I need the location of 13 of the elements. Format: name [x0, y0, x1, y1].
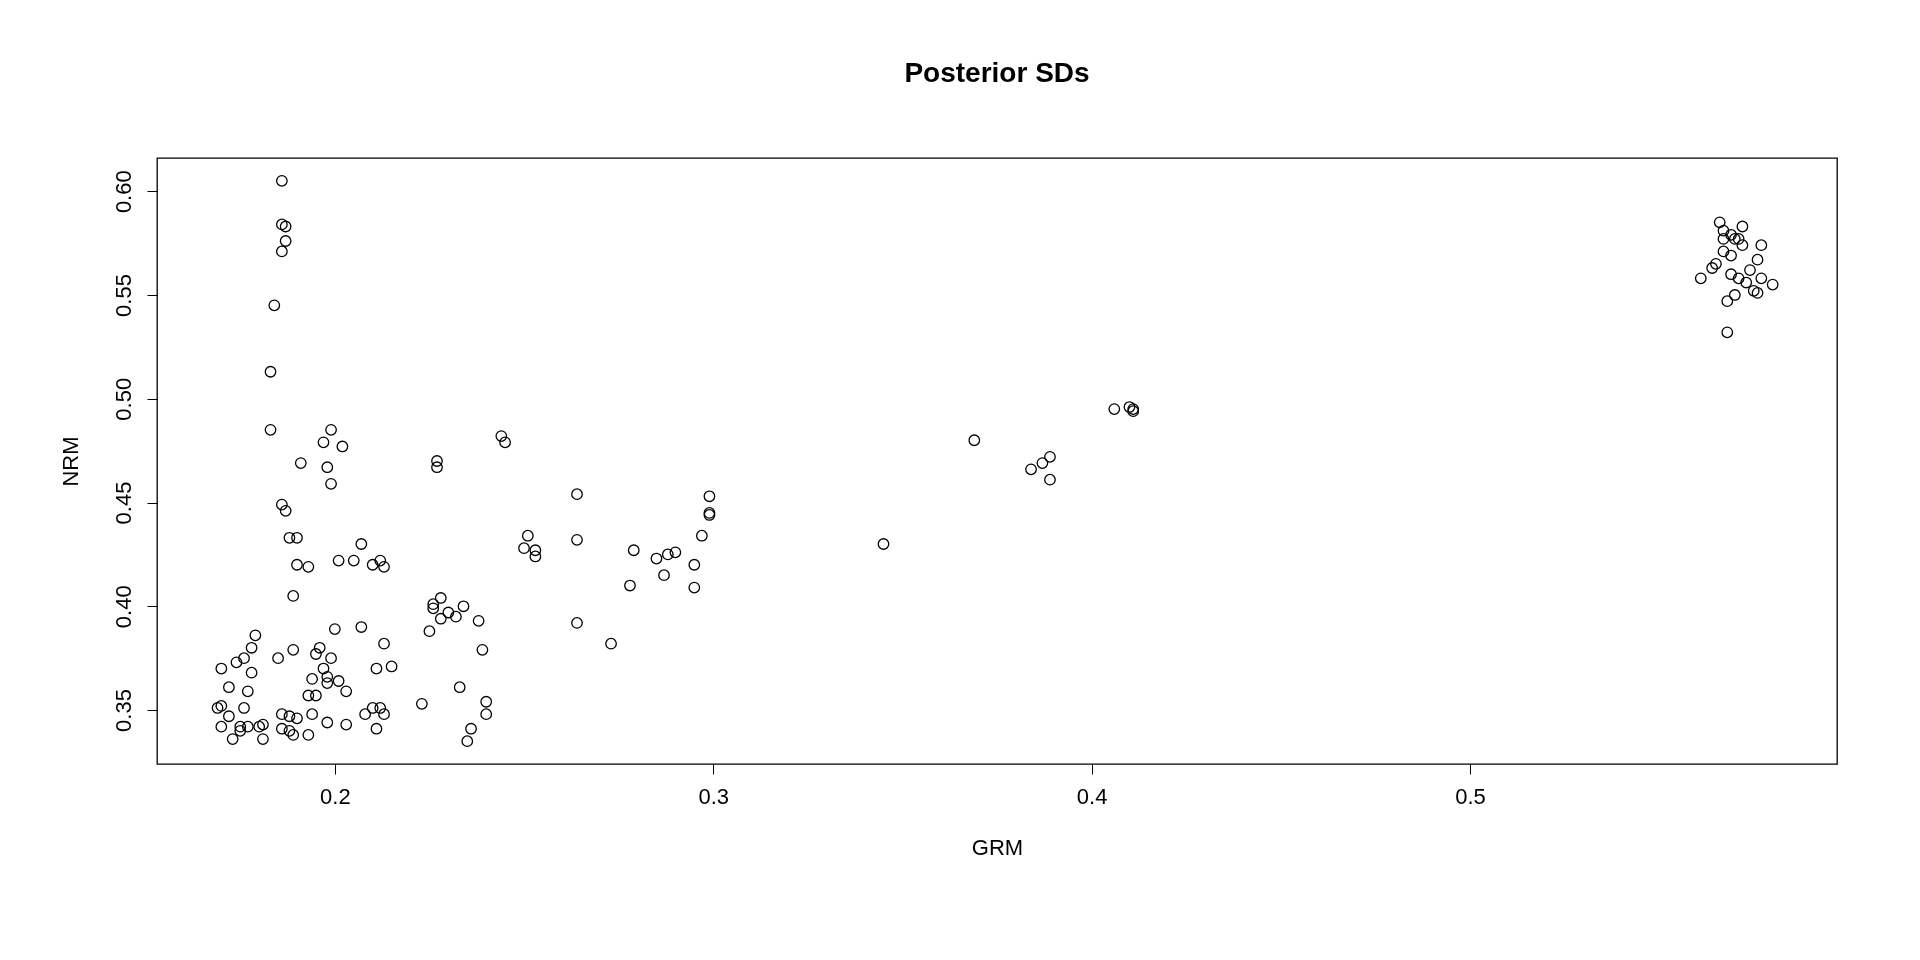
- y-tick-label: 0.40: [110, 585, 136, 629]
- x-axis-title: GRM: [971, 834, 1024, 860]
- y-tick-label: 0.35: [110, 689, 136, 732]
- x-tick-label: 0.3: [698, 783, 730, 809]
- x-tick-label: 0.4: [1076, 783, 1108, 809]
- y-tick-label: 0.60: [110, 170, 136, 214]
- y-axis-title: NRM: [57, 436, 83, 487]
- y-tick-label: 0.50: [110, 377, 136, 421]
- y-tick-label: 0.45: [110, 481, 136, 525]
- x-tick-label: 0.2: [320, 783, 351, 809]
- x-tick-label: 0.5: [1455, 783, 1486, 809]
- chart-title: Posterior SDs: [904, 57, 1090, 88]
- y-tick-label: 0.55: [110, 274, 136, 317]
